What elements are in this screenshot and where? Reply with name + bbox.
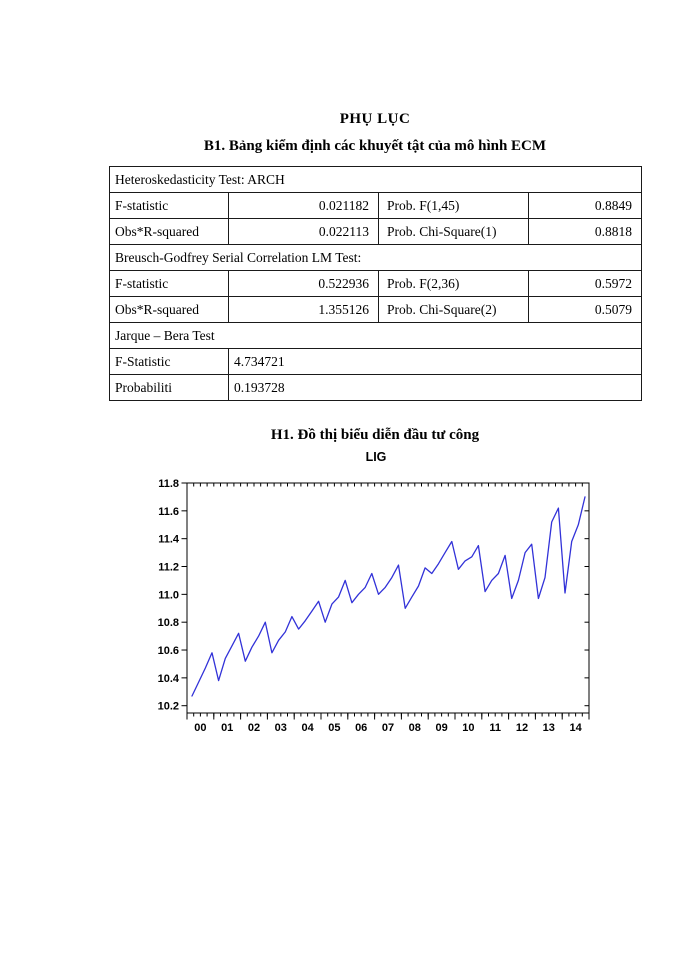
table-row: F-statistic 0.021182 Prob. F(1,45) 0.884…	[109, 192, 643, 219]
stat-value-cell: 0.522936	[228, 270, 379, 297]
table-row: Obs*R-squared 0.022113 Prob. Chi-Square(…	[109, 218, 643, 245]
svg-text:12: 12	[516, 722, 528, 734]
stat-value-cell: 1.355126	[228, 296, 379, 323]
section-header-cell: Jarque – Bera Test	[108, 322, 643, 349]
prob-value-cell: 0.5972	[527, 270, 643, 297]
svg-text:02: 02	[248, 722, 260, 734]
lig-line-chart: LIG 10.2 10.4 10.6 10.8 11.0 11.2 11.4 11.6 11.8…	[158, 450, 590, 734]
chart-title: LIG	[366, 450, 387, 464]
svg-text:10.8: 10.8	[158, 617, 179, 629]
svg-text:11.6: 11.6	[158, 506, 179, 518]
svg-text:11.8: 11.8	[158, 478, 179, 490]
prob-value-cell: 0.8818	[527, 218, 643, 245]
svg-text:11.4: 11.4	[158, 534, 180, 546]
stat-label-cell: F-statistic	[109, 192, 229, 219]
prob-label-cell: Prob. F(1,45)	[378, 192, 529, 219]
page-title: PHỤ LỤC	[339, 111, 411, 127]
prob-value-cell: 0.8849	[527, 192, 643, 219]
stat-value-cell: 4.734721	[227, 348, 643, 375]
stat-value-cell: 0.193728	[227, 374, 643, 401]
svg-text:13: 13	[543, 722, 555, 734]
stat-label-cell: F-Statistic	[109, 348, 229, 375]
table-section-header: Breusch-Godfrey Serial Correlation LM Te…	[108, 244, 643, 271]
table-row: Probabiliti 0.193728	[109, 374, 643, 401]
table-section-header: Heteroskedasticity Test: ARCH	[108, 166, 643, 193]
svg-text:11: 11	[489, 722, 501, 734]
plot-frame	[186, 482, 590, 714]
section-header-cell: Breusch-Godfrey Serial Correlation LM Te…	[108, 244, 643, 271]
stat-label-cell: Obs*R-squared	[109, 218, 229, 245]
svg-text:10.6: 10.6	[158, 645, 179, 657]
svg-text:09: 09	[435, 722, 447, 734]
svg-text:04: 04	[301, 722, 314, 734]
svg-text:08: 08	[409, 722, 421, 734]
table-section-header: Jarque – Bera Test	[108, 322, 643, 349]
ecm-diagnostics-table: Heteroskedasticity Test: ARCH F-statisti…	[108, 166, 643, 401]
x-axis-labels: 00 01 02 03 04 05 06 07 08 09 10 11 12 13 14	[194, 722, 582, 734]
table-row: F-statistic 0.522936 Prob. F(2,36) 0.597…	[109, 270, 643, 297]
svg-text:05: 05	[328, 722, 340, 734]
prob-label-cell: Prob. Chi-Square(2)	[378, 296, 529, 323]
svg-text:10.4: 10.4	[158, 673, 180, 685]
stat-label-cell: Obs*R-squared	[109, 296, 229, 323]
svg-text:14: 14	[569, 722, 582, 734]
svg-text:03: 03	[275, 722, 287, 734]
table-heading: B1. Bảng kiểm định các khuyết tật của mô…	[203, 138, 547, 154]
stat-label-cell: F-statistic	[109, 270, 229, 297]
table-row: F-Statistic 4.734721	[109, 348, 643, 375]
chart-heading: H1. Đồ thị biểu diễn đầu tư công	[270, 427, 480, 443]
prob-label-cell: Prob. Chi-Square(1)	[378, 218, 529, 245]
svg-text:01: 01	[221, 722, 233, 734]
svg-text:11.2: 11.2	[158, 562, 179, 574]
stat-value-cell: 0.022113	[228, 218, 379, 245]
prob-label-cell: Prob. F(2,36)	[378, 270, 529, 297]
svg-text:10: 10	[462, 722, 474, 734]
section-header-cell: Heteroskedasticity Test: ARCH	[108, 166, 643, 193]
svg-text:07: 07	[382, 722, 394, 734]
stat-label-cell: Probabiliti	[109, 374, 229, 401]
prob-value-cell: 0.5079	[527, 296, 643, 323]
y-axis-labels: 10.2 10.4 10.6 10.8 11.0 11.2 11.4 11.6 11.8	[158, 478, 180, 713]
svg-text:00: 00	[194, 722, 206, 734]
axis-ticks	[181, 482, 590, 720]
svg-text:06: 06	[355, 722, 367, 734]
lig-series-line	[191, 496, 586, 697]
svg-text:11.0: 11.0	[158, 589, 179, 601]
svg-text:10.2: 10.2	[158, 701, 179, 713]
table-row: Obs*R-squared 1.355126 Prob. Chi-Square(…	[109, 296, 643, 323]
stat-value-cell: 0.021182	[228, 192, 379, 219]
